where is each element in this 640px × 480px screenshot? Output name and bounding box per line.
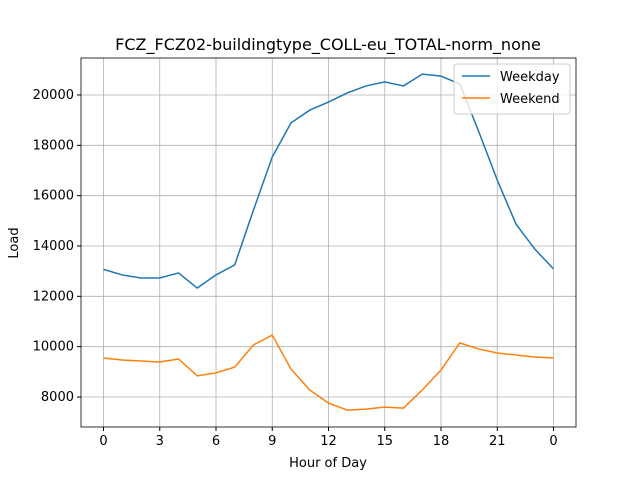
x-tick-label: 9 bbox=[268, 434, 276, 449]
y-tick-label: 16000 bbox=[33, 189, 74, 204]
x-tick-label: 6 bbox=[212, 434, 220, 449]
x-tick-label: 3 bbox=[156, 434, 164, 449]
y-tick-label: 14000 bbox=[33, 239, 74, 254]
x-tick-label: 0 bbox=[99, 434, 107, 449]
x-tick-label: 18 bbox=[433, 434, 450, 449]
x-tick-label: 21 bbox=[489, 434, 506, 449]
x-axis-label: Hour of Day bbox=[289, 456, 367, 471]
y-tick-label: 20000 bbox=[33, 88, 74, 103]
y-axis-label: Load bbox=[7, 227, 22, 258]
legend-label: Weekend bbox=[500, 92, 560, 107]
y-tick-label: 18000 bbox=[33, 138, 74, 153]
line-series bbox=[103, 73, 555, 289]
line-series bbox=[103, 334, 554, 411]
y-tick-label: 8000 bbox=[41, 390, 74, 405]
legend: Weekday Weekend bbox=[453, 63, 571, 115]
legend-label: Weekday bbox=[500, 70, 560, 85]
y-tick-label: 12000 bbox=[33, 289, 74, 304]
x-tick-label: 0 bbox=[549, 434, 557, 449]
y-tick-label: 10000 bbox=[33, 340, 74, 355]
x-tick-label: 15 bbox=[376, 434, 393, 449]
plot-frame bbox=[80, 57, 577, 428]
x-tick-label: 12 bbox=[320, 434, 337, 449]
chart-title: FCZ_FCZ02-buildingtype_COLL-eu_TOTAL-nor… bbox=[115, 35, 541, 55]
